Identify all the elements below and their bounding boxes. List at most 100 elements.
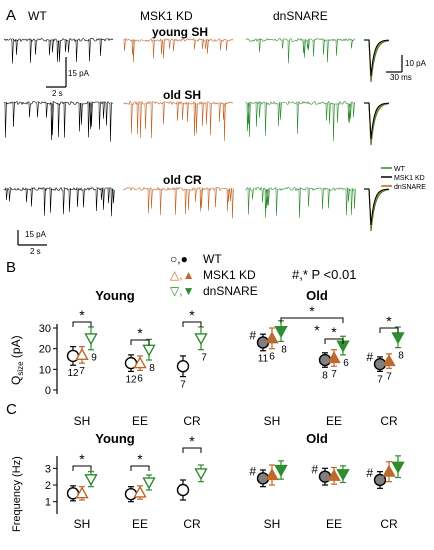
marker-msk1kd-sh [265, 468, 279, 481]
marker-msk1kd-cr [382, 464, 396, 477]
marker-wt-cr [176, 483, 190, 497]
trace-column-wt: WT [28, 9, 47, 23]
scalebar-bottom-time: 2 s [30, 247, 41, 256]
legend-msk1kd-label: MSK1 KD [203, 268, 256, 282]
sig-bracket-sh [72, 465, 92, 471]
y-axis-label: Frequency (Hz) [11, 456, 23, 532]
marker-dnsnare-sh [274, 464, 288, 477]
marker-dnsnare-cr [391, 332, 405, 345]
sig-bracket-sh-ee-star: * [309, 303, 315, 319]
b-old-title: Old [306, 288, 328, 303]
marker-dnsnare-ee [142, 344, 156, 357]
sig-bracket-ee [324, 338, 344, 344]
category-label-ee: EE [132, 414, 148, 428]
sig-bracket-ee [130, 465, 150, 471]
marker-dnsnare-sh [274, 326, 288, 339]
scalebar-bottom: 15 pA 2 s [17, 230, 47, 256]
category-label-ee: EE [326, 414, 342, 428]
category-label-ee: EE [132, 517, 148, 531]
y-tick-label: 3 [45, 463, 51, 475]
trace-old-cr-msk1kd [123, 186, 234, 219]
chart-c-young: Young 1 2 3 Frequency (Hz) SH EE CR * * * [11, 431, 208, 532]
trace-column-msk1kd: MSK1 KD [140, 9, 193, 23]
n-label-wt-sh: 11 [258, 354, 269, 365]
b-young-title: Young [95, 288, 135, 303]
y-axis-label: Qsize (pA) [9, 335, 25, 385]
avg-dnsnare-young-sh [364, 39, 390, 83]
category-label-sh: SH [264, 414, 281, 428]
avg-wt-old-cr [364, 188, 389, 226]
trace-column-dnsnare: dnSNARE [273, 9, 328, 23]
averaged-events [364, 39, 390, 232]
avg-dnsnare-old-cr [364, 188, 390, 232]
sig-bracket-cr-star: * [189, 433, 195, 449]
marker-msk1kd-ee [133, 485, 147, 498]
marker-wt-ee [124, 487, 138, 501]
y-tick-label: 1 [45, 497, 51, 509]
category-label-cr: CR [183, 414, 201, 428]
sig-bracket-cr [379, 327, 399, 333]
sig-bracket-ee-star: * [137, 451, 143, 467]
sig-bracket-cr [182, 447, 202, 453]
sig-bracket-sh-star: * [79, 307, 85, 323]
legend-msk1kd-marker: △,▲ [170, 268, 194, 282]
marker-dnsnare-ee [336, 469, 350, 482]
n-label-wt-sh: 12 [67, 368, 79, 379]
scalebar-avg-current: 10 pA [405, 59, 427, 68]
hash-mark-cr: # [366, 466, 373, 480]
c-young-title: Young [95, 431, 135, 446]
marker-msk1kd-ee [327, 351, 341, 364]
trace-old-sh-wt [3, 100, 114, 142]
legend-wt-label: WT [203, 252, 222, 266]
avg-dnsnare-old-sh [364, 102, 390, 146]
marker-dnsnare-ee [142, 477, 156, 490]
n-label-wt-ee: 8 [322, 370, 328, 381]
n-label-wt-cr: 7 [180, 380, 186, 391]
trace-old-sh-msk1kd [123, 100, 234, 142]
trace-young-sh-wt [3, 37, 114, 64]
sig-bracket-sh-ee [280, 317, 344, 323]
marker-msk1kd-sh [265, 331, 279, 344]
trace-row-old-cr: old CR [163, 173, 202, 187]
hash-mark-cr: # [366, 350, 373, 364]
category-label-cr: CR [380, 517, 398, 531]
trace-young-sh-dnsnare [245, 37, 356, 64]
marker-legend: ○,● WT △,▲ MSK1 KD ▽,▼ dnSNARE #,* P <0.… [170, 252, 356, 298]
marker-msk1kd-ee [327, 468, 341, 481]
legend-dnsnare-marker: ▽,▼ [170, 284, 194, 298]
marker-msk1kd-sh [75, 486, 89, 499]
marker-dnsnare-cr [391, 461, 405, 474]
scalebar-avg-time: 30 ms [390, 73, 412, 82]
y-tick-label: 30 [39, 323, 51, 335]
category-label-sh: SH [74, 517, 91, 531]
sig-bracket-ee-star: * [137, 325, 143, 341]
marker-wt-cr [176, 360, 190, 373]
scalebar-top: 15 pA 2 s [46, 57, 90, 98]
n-label-msk1kd-sh: 6 [269, 352, 275, 363]
y-tick-label: 0 [45, 385, 51, 397]
category-label-sh: SH [74, 414, 91, 428]
legend-wt-marker: ○,● [170, 252, 188, 266]
n-label-dnsnare-ee: 8 [149, 363, 155, 374]
chart-c-old: Old SH EE CR # # # [249, 431, 405, 531]
hash-mark-sh: # [249, 464, 256, 478]
trace-row-old-sh: old SH [163, 88, 201, 102]
avg-legend-wt: WT [394, 166, 406, 173]
sig-bracket-sh [72, 321, 92, 327]
c-old-title: Old [306, 431, 328, 446]
avg-legend-msk1kd: MSK1 KD [394, 175, 425, 182]
avg-wt-young-sh [364, 39, 389, 77]
marker-msk1kd-cr [382, 354, 396, 367]
current-traces [3, 37, 356, 219]
marker-dnsnare-cr [194, 333, 208, 346]
sig-bracket-sh-star: * [79, 451, 85, 467]
trace-row-young-sh: young SH [152, 25, 208, 39]
panel-label-b: B [6, 259, 16, 276]
sig-bracket-cr [182, 321, 202, 327]
hash-mark-ee: # [311, 463, 318, 477]
legend-dnsnare-label: dnSNARE [203, 284, 258, 298]
trace-young-sh-msk1kd [123, 37, 234, 63]
marker-wt-cr [373, 473, 387, 487]
